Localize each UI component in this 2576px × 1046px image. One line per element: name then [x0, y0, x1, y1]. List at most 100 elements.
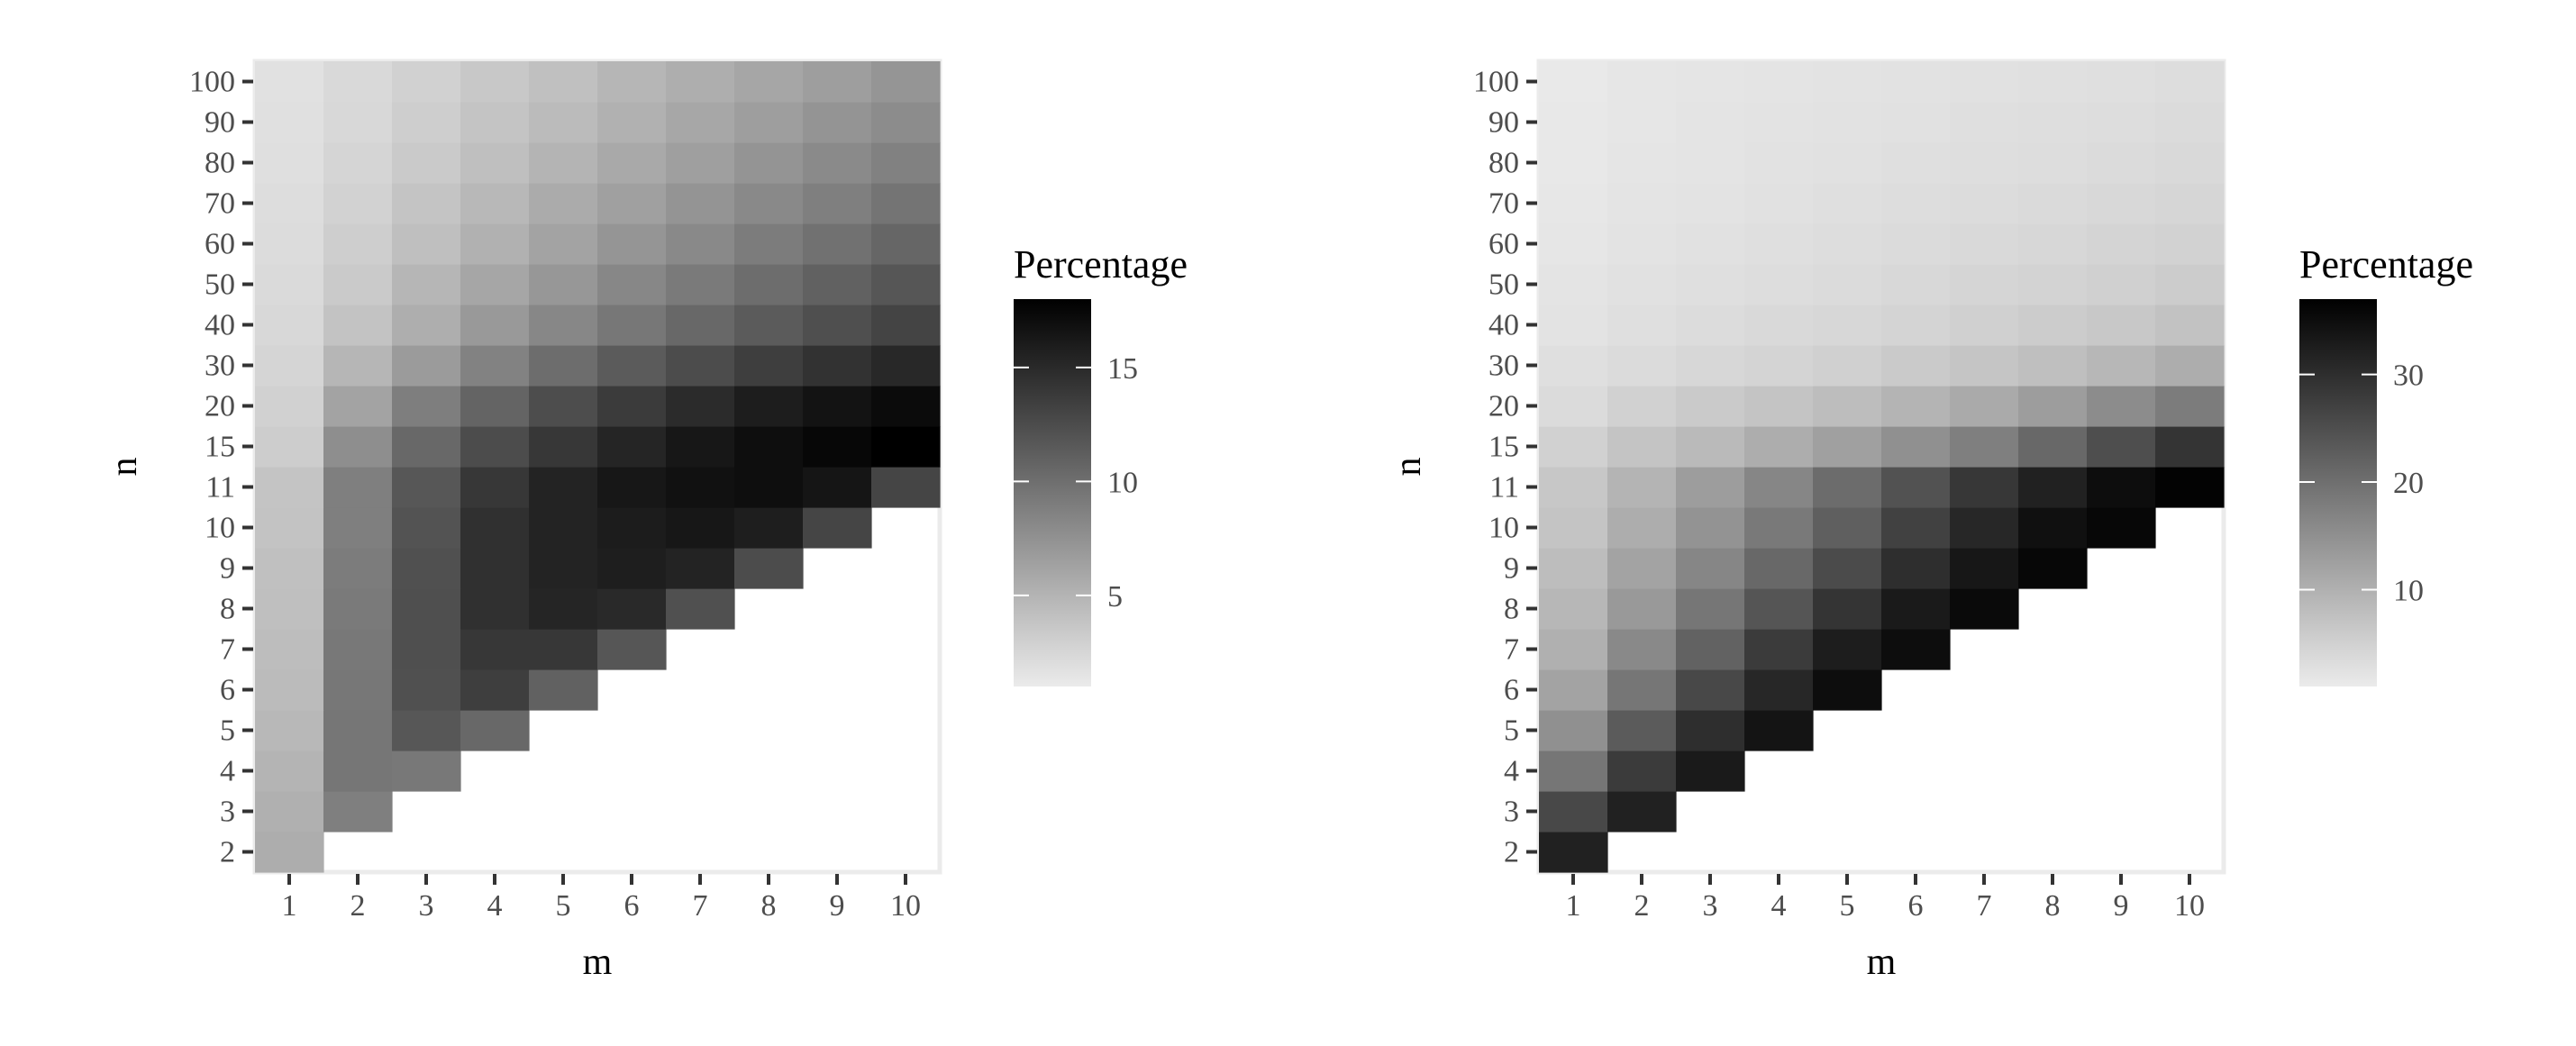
heatmap-cell: [1950, 507, 2019, 549]
legend-colorbar: [1014, 299, 1091, 687]
heatmap-cell: [392, 750, 461, 792]
heatmap-cell: [1950, 102, 2019, 143]
heatmap-cell: [392, 142, 461, 184]
heatmap-cell: [1676, 426, 1745, 468]
legend-title: Percentage: [2299, 242, 2473, 287]
heatmap-cell: [255, 223, 324, 265]
heatmap-cell: [392, 426, 461, 468]
x-tick-label: 3: [1703, 889, 1718, 923]
y-tick-label: 4: [220, 755, 235, 788]
heatmap-cell: [460, 548, 530, 589]
heatmap-cell: [1813, 467, 1882, 508]
heatmap-cell: [255, 386, 324, 427]
heatmap-cell: [2087, 467, 2156, 508]
heatmap-cell: [2018, 61, 2088, 103]
heatmap-cell: [1607, 223, 1677, 265]
heatmap-cell: [1950, 588, 2019, 630]
heatmap-cell: [871, 223, 941, 265]
heatmap-cell: [666, 345, 735, 387]
heatmap-cell: [1744, 669, 1814, 711]
heatmap-cell: [460, 61, 530, 103]
heatmap-cell: [323, 305, 393, 346]
heatmap-cell: [392, 467, 461, 508]
heatmap-cell: [392, 669, 461, 711]
heatmap-cell: [597, 386, 667, 427]
heatmap-cell: [529, 467, 598, 508]
heatmap-cell: [1744, 710, 1814, 751]
heatmap-cell: [460, 629, 530, 670]
heatmap-cell: [1881, 426, 1951, 468]
heatmap-cell: [1881, 548, 1951, 589]
heatmap-cell: [1676, 548, 1745, 589]
y-tick-label: 15: [1488, 431, 1519, 464]
heatmap-cell: [323, 629, 393, 670]
y-tick-label: 6: [1504, 674, 1519, 707]
heatmap-cell: [597, 142, 667, 184]
heatmap-cell: [1744, 264, 1814, 305]
heatmap-cell: [666, 264, 735, 305]
y-tick-label: 20: [1488, 390, 1519, 423]
y-tick-label: 30: [205, 350, 235, 383]
heatmap-cell: [2087, 507, 2156, 549]
heatmap-cell: [734, 345, 804, 387]
heatmap-cell: [734, 61, 804, 103]
heatmap-cell: [460, 507, 530, 549]
heatmap-cell: [2018, 345, 2088, 387]
y-tick-label: 7: [220, 633, 235, 667]
heatmap-cell: [2018, 264, 2088, 305]
heatmap-cell: [323, 386, 393, 427]
heatmap-cell: [1539, 669, 1608, 711]
heatmap-cell: [1539, 750, 1608, 792]
heatmap-cell: [1881, 142, 1951, 184]
x-axis-title: m: [1867, 941, 1897, 983]
heatmap-cell: [1813, 548, 1882, 589]
heatmap-cell: [2018, 102, 2088, 143]
heatmap-cell: [392, 183, 461, 224]
heatmap-cell: [460, 305, 530, 346]
heatmap-cell: [1676, 669, 1745, 711]
heatmap-cell: [1813, 588, 1882, 630]
heatmap-cell: [2018, 183, 2088, 224]
heatmap-cell: [1813, 102, 1882, 143]
heatmap-cell: [803, 183, 872, 224]
heatmap-cell: [323, 507, 393, 549]
heatmap-cell: [1950, 467, 2019, 508]
y-tick-label: 11: [1489, 471, 1519, 505]
x-tick-label: 5: [1840, 889, 1855, 923]
heatmap-cell: [1676, 750, 1745, 792]
y-tick-label: 9: [1504, 552, 1519, 586]
heatmap-cell: [1881, 305, 1951, 346]
heatmap-cell: [1607, 588, 1677, 630]
legend-colorbar: [2299, 299, 2377, 687]
y-tick-label: 80: [1488, 147, 1519, 180]
heatmap-cell: [1813, 305, 1882, 346]
heatmap-cell: [1881, 386, 1951, 427]
heatmap-cell: [460, 183, 530, 224]
heatmap-cell: [392, 507, 461, 549]
heatmap-cell: [1881, 629, 1951, 670]
x-axis-title: m: [583, 941, 613, 983]
heatmap-cell: [871, 305, 941, 346]
heatmap-cell: [1744, 426, 1814, 468]
heatmap-cell: [323, 669, 393, 711]
heatmap-cell: [1813, 223, 1882, 265]
heatmap-cell: [666, 102, 735, 143]
heatmap-cell: [666, 467, 735, 508]
heatmap-cell: [1813, 669, 1882, 711]
heatmap-cell: [529, 507, 598, 549]
heatmap-cell: [597, 264, 667, 305]
heatmap-cell: [871, 467, 941, 508]
y-tick-label: 70: [205, 187, 235, 221]
heatmap-cell: [529, 61, 598, 103]
y-tick-label: 100: [1473, 66, 1519, 99]
legend-title: Percentage: [1014, 242, 1188, 287]
heatmap-cell: [1607, 426, 1677, 468]
heatmap-cell: [1539, 345, 1608, 387]
heatmap-cell: [1539, 426, 1608, 468]
heatmap-cell: [666, 588, 735, 630]
heatmap-cell: [529, 548, 598, 589]
y-tick-label: 40: [205, 309, 235, 342]
heatmap-cell: [1539, 102, 1608, 143]
heatmap-cell: [1539, 548, 1608, 589]
